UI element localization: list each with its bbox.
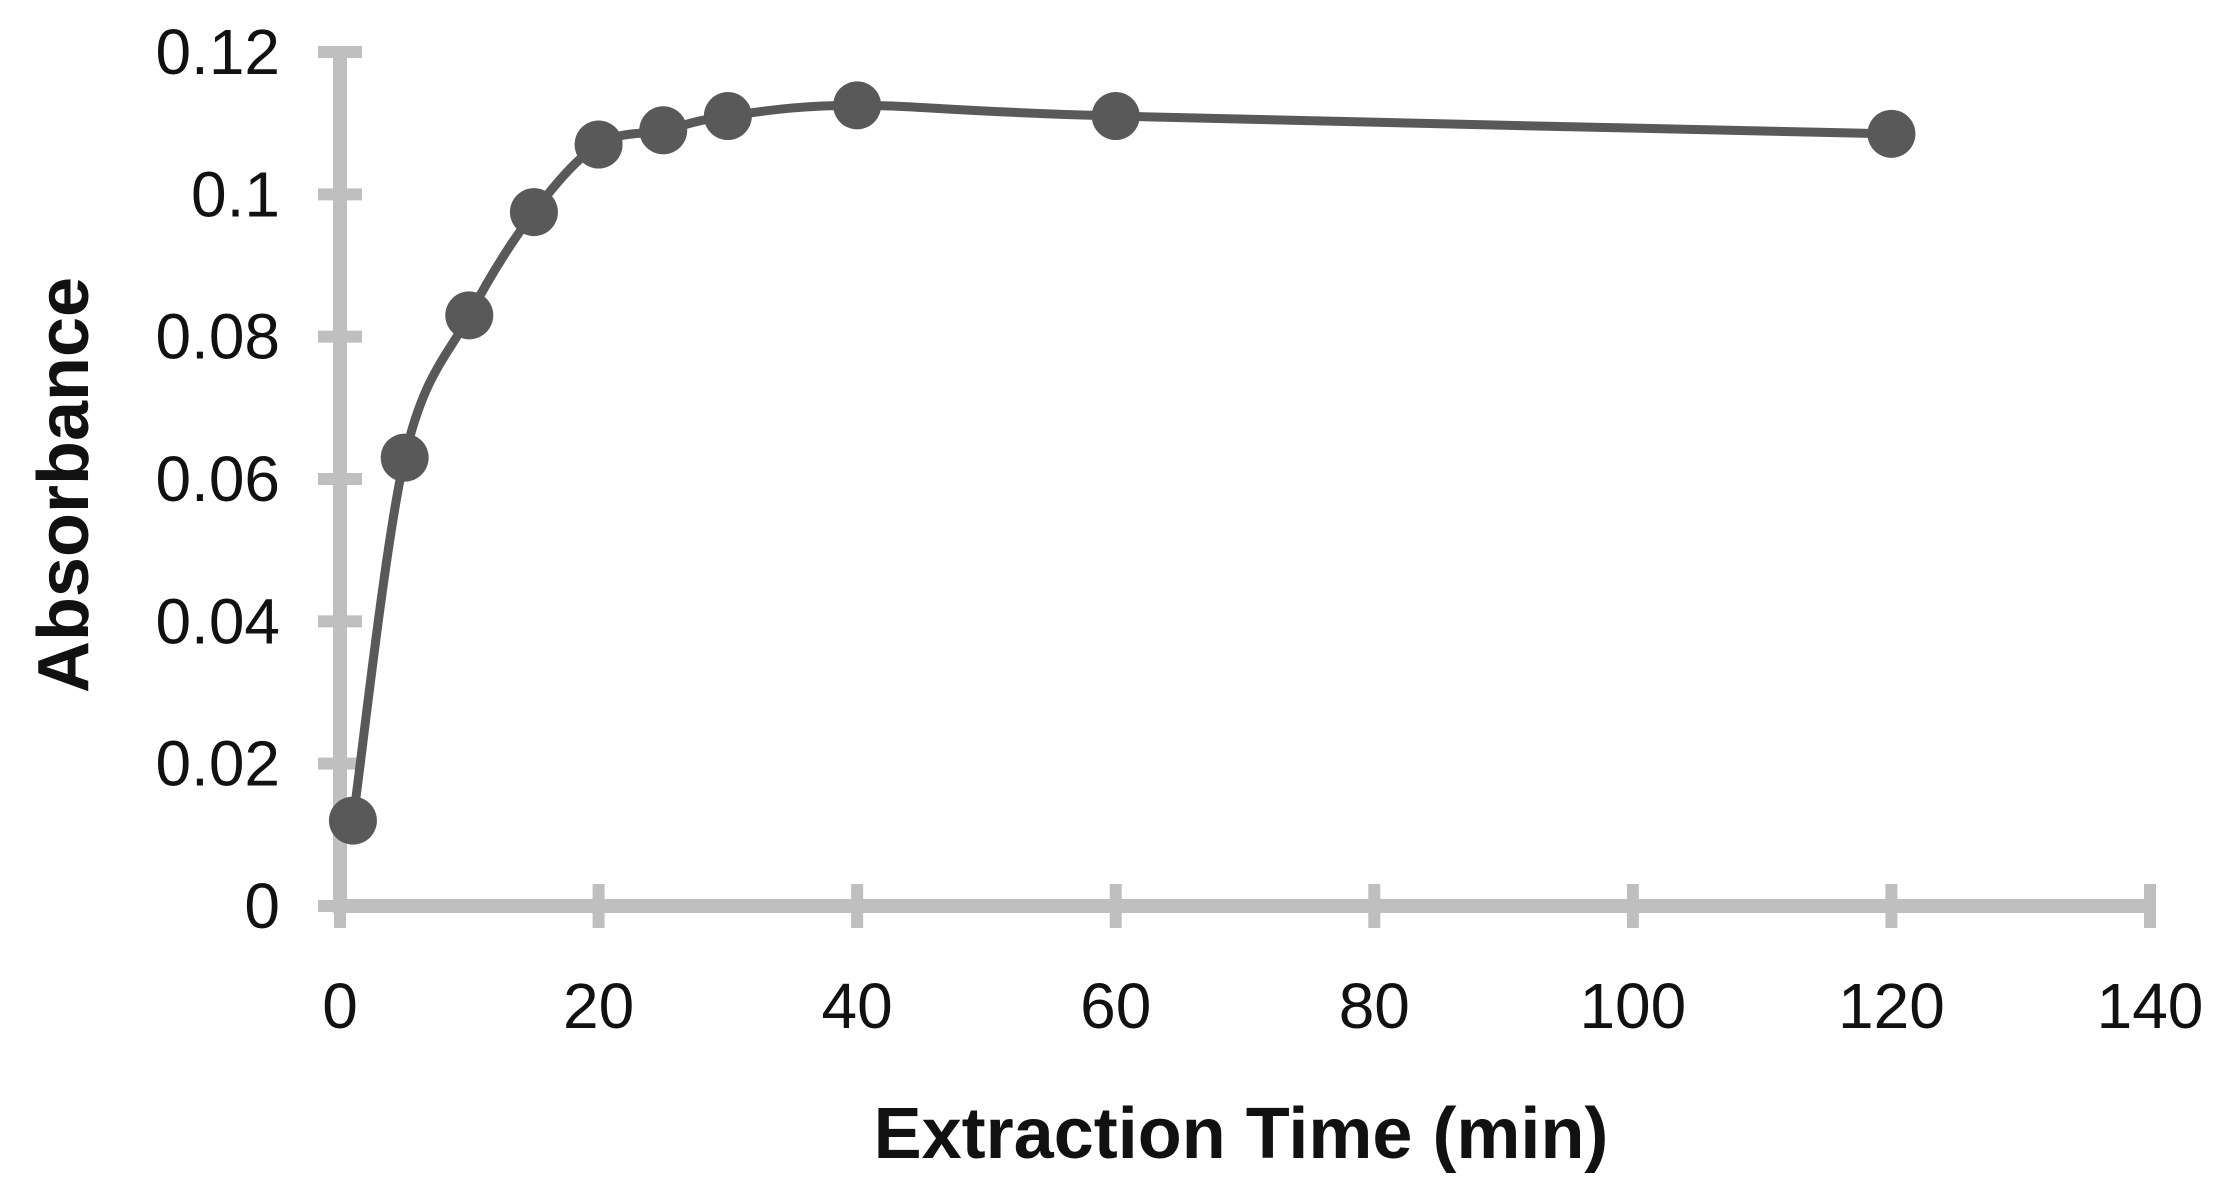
y-tick-label: 0.06 <box>155 443 280 515</box>
x-tick-label: 40 <box>822 970 893 1042</box>
y-tick-label: 0.1 <box>191 158 280 230</box>
tick-labels: 0 0.02 0.04 0.06 0.08 0.1 0.12 0 20 40 60 80 100 120 1… <box>155 16 2203 1042</box>
x-tick-label: 120 <box>1838 970 1945 1042</box>
data-point <box>509 188 558 237</box>
x-tick-label: 60 <box>1080 970 1151 1042</box>
axes <box>318 46 2156 928</box>
y-tick-label: 0.12 <box>155 16 280 88</box>
x-tick-label: 0 <box>322 970 358 1042</box>
x-axis-title: Extraction Time (min) <box>874 1094 1609 1174</box>
data-point <box>380 433 429 482</box>
y-tick-label: 0.08 <box>155 301 280 373</box>
y-tick-label: 0.04 <box>155 585 280 657</box>
x-tick-label: 80 <box>1339 970 1410 1042</box>
y-axis-title: Absorbance <box>24 277 104 693</box>
series-line <box>348 100 1896 826</box>
data-point <box>445 291 494 340</box>
data-point <box>703 92 752 141</box>
data-point <box>574 120 623 169</box>
series-layer <box>328 81 1916 845</box>
data-point <box>328 796 377 845</box>
data-point <box>639 106 688 155</box>
data-point <box>1091 92 1140 141</box>
x-tick-label: 140 <box>2097 970 2204 1042</box>
data-point <box>833 81 882 130</box>
y-tick-label: 0 <box>244 870 280 942</box>
x-tick-label: 100 <box>1579 970 1686 1042</box>
data-point <box>1867 109 1916 158</box>
x-tick-label: 20 <box>563 970 634 1042</box>
y-tick-label: 0.02 <box>155 728 280 800</box>
